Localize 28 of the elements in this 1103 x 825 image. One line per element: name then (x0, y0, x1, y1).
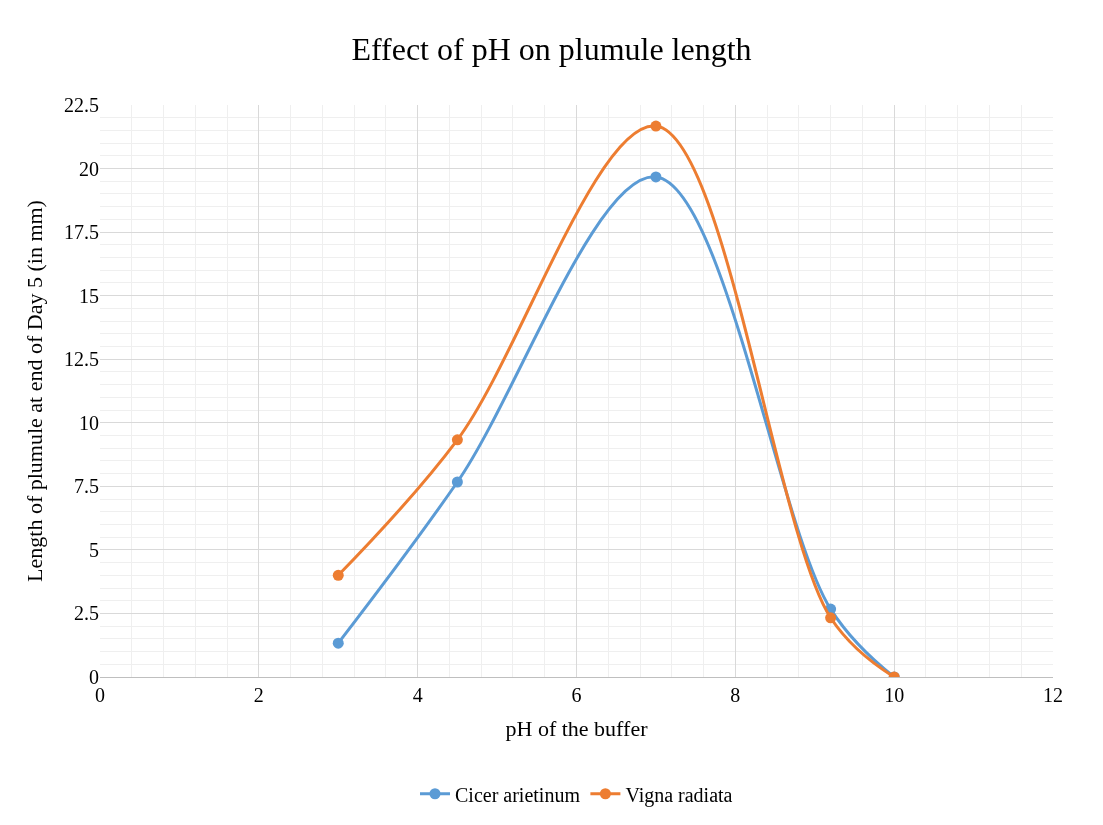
y-tick-label: 2.5 (74, 602, 99, 625)
y-tick-label: 10 (79, 411, 99, 434)
chart-title: Effect of pH on plumule length (351, 30, 752, 67)
point (825, 612, 837, 624)
x-tick-label: 10 (884, 684, 905, 706)
x-axis-title: pH of the buffer (505, 715, 649, 741)
x-tick-label: 8 (730, 684, 741, 706)
point (451, 434, 463, 446)
y-tick-label: 5 (89, 538, 99, 561)
x-tick-label: 4 (412, 684, 423, 706)
point (650, 171, 662, 183)
y-axis-title: Length of plumule at end of Day 5 (in mm) (21, 200, 47, 582)
y-tick-label: 17.5 (64, 221, 99, 244)
y-tick-label: 0 (89, 666, 99, 688)
y-tick-label: 15 (79, 284, 99, 307)
y-tick-label: 12.5 (64, 348, 99, 371)
legend-label: Cicer arietinum (455, 783, 581, 806)
x-tick-label: 2 (253, 684, 264, 706)
point (650, 120, 662, 132)
y-tick-label: 7.5 (74, 475, 99, 498)
y-tick-label: 20 (79, 157, 99, 180)
x-tick-label: 12 (1043, 684, 1063, 706)
point (332, 637, 344, 649)
point (451, 476, 463, 488)
y-tick-label: 22.5 (64, 94, 99, 116)
legend-label: Vigna radiata (625, 783, 733, 807)
x-tick-label: 6 (571, 684, 582, 706)
point (332, 569, 344, 581)
